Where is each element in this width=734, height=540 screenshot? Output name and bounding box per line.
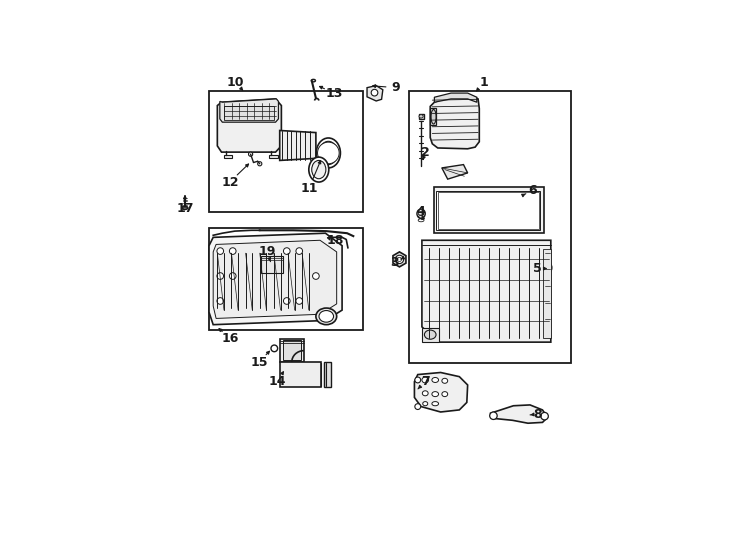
Bar xyxy=(437,192,539,228)
Polygon shape xyxy=(220,99,278,122)
Polygon shape xyxy=(490,405,548,423)
Bar xyxy=(409,91,571,363)
Circle shape xyxy=(217,273,224,279)
Ellipse shape xyxy=(319,141,338,165)
Ellipse shape xyxy=(311,79,316,82)
Polygon shape xyxy=(217,99,281,152)
Text: 13: 13 xyxy=(325,86,343,99)
Ellipse shape xyxy=(442,392,448,396)
Ellipse shape xyxy=(417,209,425,218)
Bar xyxy=(434,187,544,233)
Text: 16: 16 xyxy=(221,332,239,345)
Text: 19: 19 xyxy=(258,245,276,259)
Polygon shape xyxy=(422,240,550,342)
Bar xyxy=(280,362,321,387)
Text: 18: 18 xyxy=(327,234,344,247)
Ellipse shape xyxy=(309,157,329,182)
Bar xyxy=(224,105,274,120)
Text: 14: 14 xyxy=(269,375,286,388)
Text: 11: 11 xyxy=(300,182,318,195)
Text: 5: 5 xyxy=(533,262,542,275)
Circle shape xyxy=(371,89,378,96)
Ellipse shape xyxy=(316,308,337,325)
Ellipse shape xyxy=(319,310,333,322)
Circle shape xyxy=(415,404,421,409)
Bar xyxy=(324,362,331,387)
Text: 12: 12 xyxy=(221,176,239,188)
Ellipse shape xyxy=(542,261,552,274)
Circle shape xyxy=(396,255,404,264)
Text: 10: 10 xyxy=(227,76,244,89)
Ellipse shape xyxy=(424,330,436,339)
Ellipse shape xyxy=(422,391,428,396)
Circle shape xyxy=(415,377,421,383)
Bar xyxy=(209,228,363,330)
Text: 1: 1 xyxy=(480,76,489,89)
Polygon shape xyxy=(430,109,437,125)
Circle shape xyxy=(283,298,290,305)
Circle shape xyxy=(217,248,224,254)
Circle shape xyxy=(283,248,290,254)
Text: 15: 15 xyxy=(250,356,268,369)
Bar xyxy=(418,114,424,119)
Bar xyxy=(280,339,304,362)
Polygon shape xyxy=(280,131,316,160)
Ellipse shape xyxy=(184,207,186,209)
Circle shape xyxy=(318,142,339,164)
Polygon shape xyxy=(442,165,468,179)
Ellipse shape xyxy=(432,377,438,382)
Circle shape xyxy=(230,273,236,279)
Polygon shape xyxy=(430,96,479,149)
Circle shape xyxy=(249,152,252,156)
Ellipse shape xyxy=(432,402,438,406)
Text: 6: 6 xyxy=(528,184,537,197)
Bar xyxy=(209,91,363,212)
Ellipse shape xyxy=(423,402,428,406)
Ellipse shape xyxy=(316,138,341,168)
Polygon shape xyxy=(393,252,406,267)
Circle shape xyxy=(271,345,277,352)
Polygon shape xyxy=(415,373,468,412)
Circle shape xyxy=(296,298,302,305)
Bar xyxy=(543,248,550,338)
Ellipse shape xyxy=(431,110,436,124)
Text: 7: 7 xyxy=(421,375,429,388)
Text: 3: 3 xyxy=(390,256,399,269)
Ellipse shape xyxy=(182,206,188,210)
Circle shape xyxy=(490,412,497,420)
Ellipse shape xyxy=(432,392,438,396)
Circle shape xyxy=(313,273,319,279)
Text: 4: 4 xyxy=(416,205,425,218)
Polygon shape xyxy=(367,85,383,101)
Circle shape xyxy=(542,264,550,272)
Circle shape xyxy=(296,248,302,254)
Bar xyxy=(437,191,540,230)
Polygon shape xyxy=(224,156,232,158)
Bar xyxy=(261,256,283,273)
Polygon shape xyxy=(209,233,342,325)
Ellipse shape xyxy=(422,377,429,383)
Polygon shape xyxy=(435,93,477,102)
Bar xyxy=(422,328,438,342)
Text: 2: 2 xyxy=(421,146,429,159)
Circle shape xyxy=(217,298,224,305)
Text: 17: 17 xyxy=(176,202,194,215)
Circle shape xyxy=(258,161,262,166)
Circle shape xyxy=(230,248,236,254)
Ellipse shape xyxy=(312,160,326,179)
Bar xyxy=(283,341,301,360)
Circle shape xyxy=(541,413,548,420)
Text: 8: 8 xyxy=(533,408,542,421)
Polygon shape xyxy=(269,156,277,158)
Polygon shape xyxy=(213,240,337,319)
Ellipse shape xyxy=(419,114,424,118)
Text: 9: 9 xyxy=(392,81,401,94)
Ellipse shape xyxy=(442,379,448,383)
